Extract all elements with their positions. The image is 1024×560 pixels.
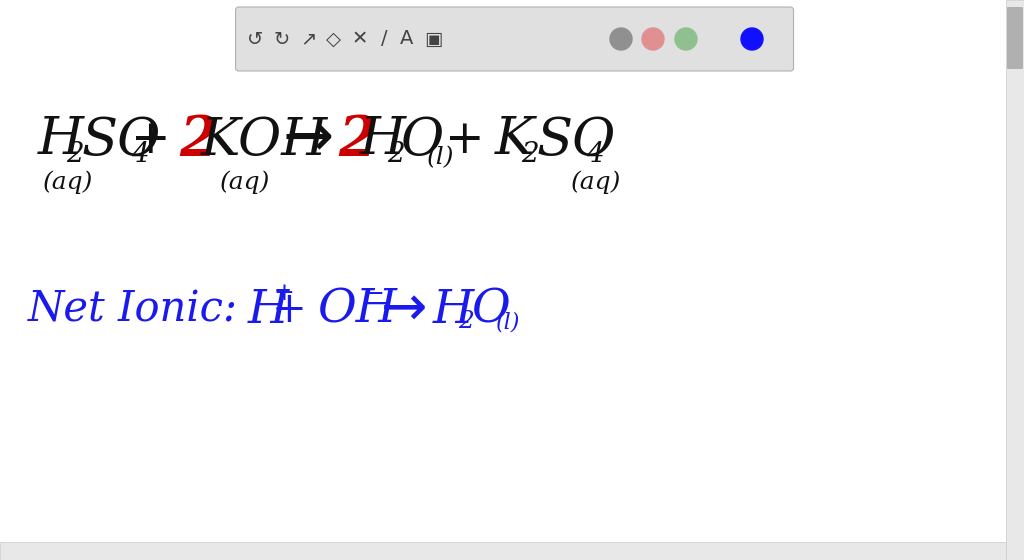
Text: H: H: [248, 287, 289, 333]
Text: +: +: [271, 289, 306, 331]
Circle shape: [741, 28, 763, 50]
Text: +: +: [131, 118, 171, 162]
Text: 4: 4: [131, 141, 148, 167]
Text: (aq): (aq): [220, 170, 270, 194]
Text: ↗: ↗: [300, 30, 316, 49]
Text: SO: SO: [536, 114, 615, 166]
Text: +: +: [273, 282, 294, 306]
Text: 2: 2: [179, 113, 218, 167]
Text: →: →: [381, 283, 427, 337]
Text: ↺: ↺: [247, 30, 263, 49]
Text: (aq): (aq): [43, 170, 93, 194]
Text: ↻: ↻: [273, 30, 290, 49]
Text: SO: SO: [81, 114, 161, 166]
Circle shape: [610, 28, 632, 50]
Text: (aq): (aq): [570, 170, 622, 194]
FancyBboxPatch shape: [1007, 7, 1023, 69]
FancyBboxPatch shape: [236, 7, 794, 71]
Bar: [0, 542, 1006, 560]
Text: 2: 2: [521, 141, 539, 167]
Text: 4: 4: [586, 141, 603, 167]
Text: ✕: ✕: [352, 30, 369, 49]
Text: /: /: [381, 30, 387, 49]
Text: 2: 2: [387, 141, 404, 167]
Text: (l): (l): [427, 147, 455, 170]
Text: +: +: [445, 118, 484, 162]
Text: OH: OH: [317, 287, 397, 333]
Text: KOH: KOH: [201, 114, 329, 166]
Text: K: K: [495, 114, 535, 166]
Text: H: H: [38, 114, 84, 166]
Text: ▣: ▣: [424, 30, 442, 49]
Bar: [1006, 0, 1024, 560]
Text: H: H: [433, 287, 474, 333]
Text: 2: 2: [66, 141, 84, 167]
Text: −: −: [362, 282, 384, 306]
Text: →: →: [283, 110, 334, 170]
Text: (l): (l): [496, 311, 520, 333]
Text: Net Ionic:: Net Ionic:: [28, 289, 238, 331]
Text: 2: 2: [338, 113, 377, 167]
Circle shape: [642, 28, 664, 50]
Text: H: H: [360, 114, 406, 166]
Text: O: O: [471, 287, 510, 333]
Text: O: O: [401, 114, 444, 166]
Text: ◇: ◇: [326, 30, 341, 49]
Circle shape: [675, 28, 697, 50]
Text: A: A: [400, 30, 414, 49]
Text: 2: 2: [458, 310, 474, 334]
